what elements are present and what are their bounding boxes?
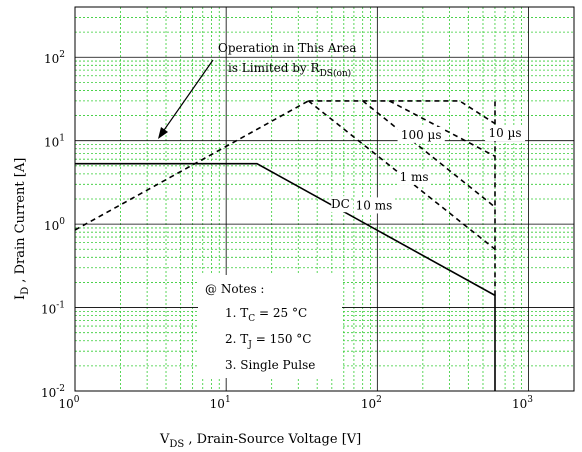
curve-label-bg [485, 125, 526, 142]
curve-1-ms [362, 100, 496, 208]
note-item-2: 2. TJ = 150 °C [225, 332, 311, 350]
notes-box: @ Notes : 1. TC = 25 °C 2. TJ = 150 °C 3… [198, 275, 342, 378]
curve-10-s [308, 100, 496, 125]
y-axis-label: ID , Drain Current [A] [13, 158, 31, 300]
y-tick-label: 100 [44, 217, 65, 233]
curve-label: 10 µs [489, 126, 522, 140]
y-tick-labels: 10-2 10-1 100 101 102 [41, 50, 65, 400]
x-tick-labels: 100 101 102 103 [58, 395, 533, 411]
curve-label-bg [331, 196, 350, 213]
y-tick-label: 10-1 [41, 301, 65, 317]
y-tick-label: 102 [44, 50, 65, 66]
svg-text:is Limited by RDS(on): is Limited by RDS(on) [228, 61, 351, 79]
y-tick-label: 101 [44, 134, 65, 150]
annotation-arrow [161, 59, 214, 134]
curve-label-bg [397, 168, 431, 185]
curve-label: DC [331, 197, 350, 211]
curve-100-s [388, 100, 496, 158]
curve-labels: 10 µs 100 µs 1 ms 10 ms DC [331, 125, 526, 214]
annotation-line-2: is Limited by R [228, 61, 321, 75]
x-tick-label: 100 [58, 395, 79, 411]
x-tick-label: 103 [512, 395, 533, 411]
curve-label: 1 ms [400, 170, 429, 184]
curve-label-bg [353, 197, 394, 214]
note-item-3: 3. Single Pulse [225, 358, 315, 372]
note-item-1: 1. TC = 25 °C [225, 306, 307, 324]
curve-label-bg [397, 126, 445, 143]
notes-title: @ Notes : [205, 282, 264, 296]
operation-area-annotation: Operation in This Area is Limited by RDS… [158, 41, 357, 139]
x-tick-label: 101 [210, 395, 231, 411]
x-tick-label: 102 [361, 395, 382, 411]
x-axis-label: VDS , Drain-Source Voltage [V] [159, 432, 361, 450]
annotation-line-1: Operation in This Area [218, 41, 357, 55]
curve-label: 10 ms [356, 198, 393, 212]
annotation-line-2-sub: DS(on) [320, 68, 352, 79]
plot-frame [74, 6, 575, 392]
annotation-arrowhead [158, 127, 168, 139]
notes-background [198, 275, 342, 378]
curve-label: 100 µs [401, 128, 442, 142]
y-tick-label: 10-2 [41, 384, 65, 400]
curve-dc [75, 162, 496, 391]
